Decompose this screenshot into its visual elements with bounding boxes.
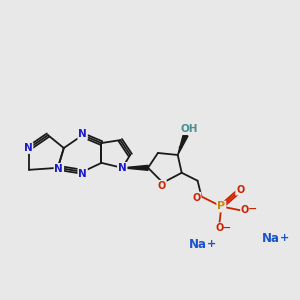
Polygon shape [178, 134, 188, 155]
Text: O: O [158, 181, 166, 191]
Text: Na: Na [262, 232, 280, 245]
Text: N: N [24, 143, 32, 153]
Text: −: − [222, 223, 231, 233]
Text: +: + [207, 239, 216, 249]
Text: O: O [192, 193, 201, 202]
Text: OH: OH [181, 124, 198, 134]
Text: N: N [118, 163, 127, 173]
Text: O: O [241, 206, 249, 215]
Text: O: O [236, 184, 244, 195]
Text: N: N [55, 164, 63, 174]
Text: Na: Na [189, 238, 207, 250]
Text: O: O [215, 223, 224, 233]
Polygon shape [122, 165, 148, 170]
Text: N: N [78, 129, 87, 139]
Text: N: N [78, 169, 87, 179]
Text: P: P [217, 202, 225, 212]
Text: +: + [280, 233, 289, 243]
Text: −: − [248, 203, 257, 214]
